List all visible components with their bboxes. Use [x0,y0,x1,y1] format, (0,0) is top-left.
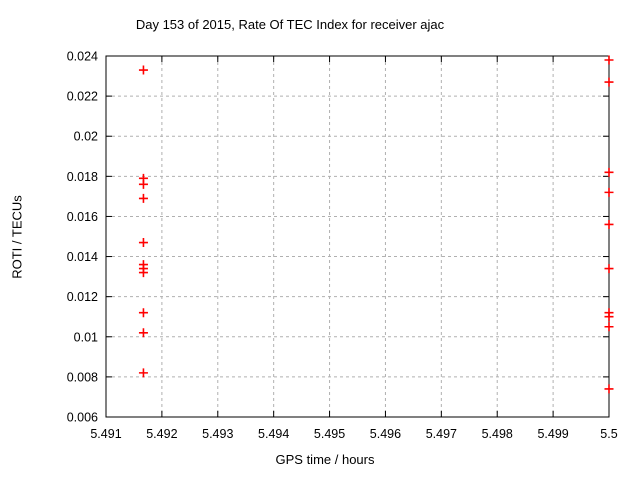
data-point-marker [138,65,148,75]
y-tick-label: 0.022 [67,90,98,104]
x-tick-label: 5.5 [600,427,617,441]
y-tick-label: 0.018 [67,170,98,184]
data-point-marker [604,219,614,229]
y-tick-label: 0.01 [74,330,98,344]
data-point-marker [138,368,148,378]
x-tick-label: 5.494 [258,427,289,441]
data-point-marker [604,264,614,274]
x-tick-label: 5.497 [426,427,457,441]
y-tick-label: 0.006 [67,411,98,425]
data-point-marker [138,268,148,278]
data-point-marker [138,179,148,189]
y-tick-label: 0.014 [67,250,98,264]
data-point-marker [604,55,614,65]
y-tick-label: 0.024 [67,50,98,64]
x-tick-label: 5.492 [146,427,177,441]
chart-title: Day 153 of 2015, Rate Of TEC Index for r… [135,17,445,32]
x-tick-label: 5.498 [482,427,513,441]
data-point-marker [138,193,148,203]
y-tick-label: 0.016 [67,210,98,224]
y-tick-label: 0.012 [67,290,98,304]
x-tick-label: 5.493 [202,427,233,441]
data-point-marker [138,238,148,248]
data-point-marker [604,167,614,177]
y-tick-label: 0.008 [67,370,98,384]
plot-border [105,55,610,418]
x-axis-label: GPS time / hours [275,452,375,467]
data-point-marker [604,77,614,87]
data-point-marker [604,187,614,197]
x-tick-label: 5.495 [314,427,345,441]
data-point-marker [604,312,614,322]
data-point-marker [138,308,148,318]
x-tick-label: 5.499 [537,427,568,441]
x-tick-label: 5.491 [90,427,121,441]
data-point-marker [604,384,614,394]
y-tick-label: 0.02 [74,130,98,144]
data-point-marker [604,322,614,332]
x-tick-label: 5.496 [370,427,401,441]
data-point-marker [138,328,148,338]
